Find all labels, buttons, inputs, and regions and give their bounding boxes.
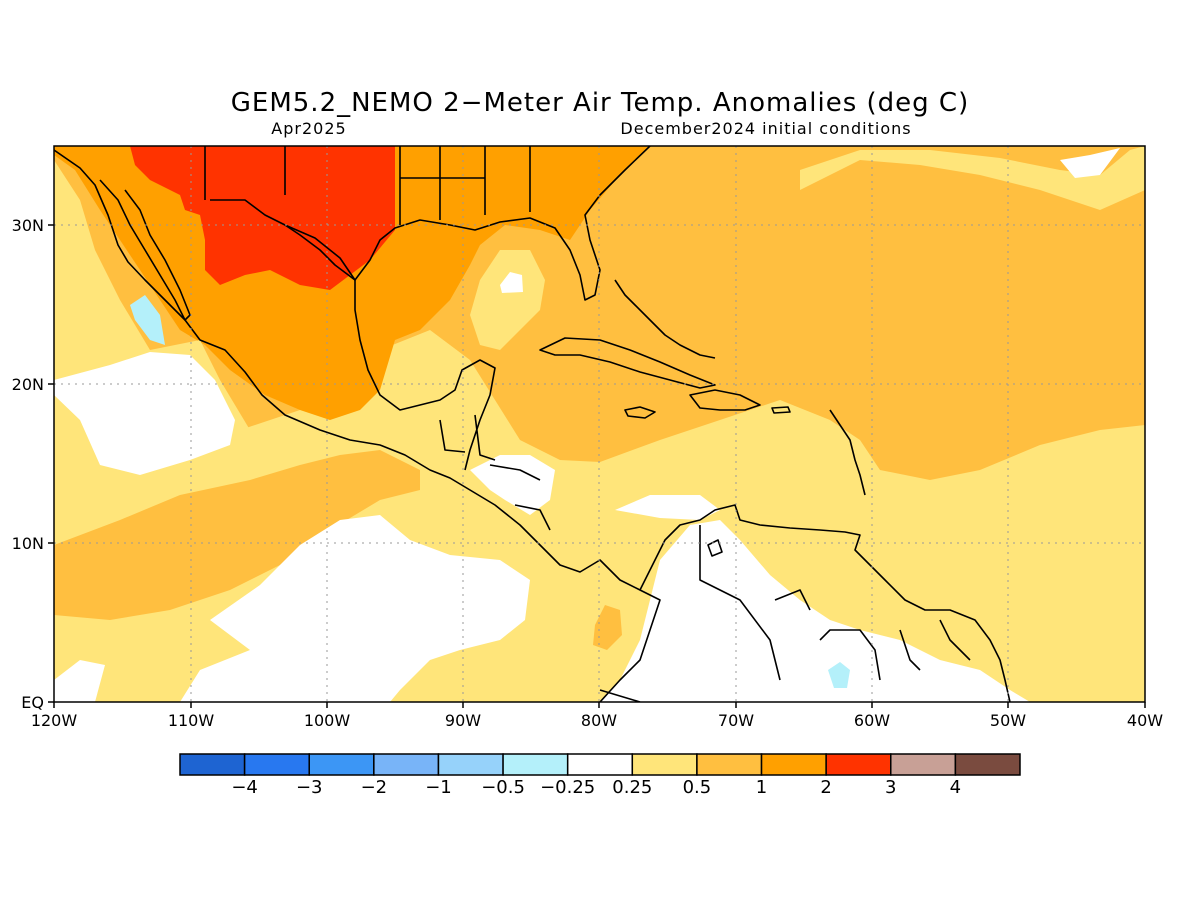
colorbar-swatch-5: [502, 753, 569, 776]
colorbar-label-10: 3: [885, 777, 896, 798]
anomaly-band-near-zero-northeast-corner: [1060, 148, 1120, 178]
colorbar: −4 −3 −2 −1 −0.5 −0.25 0.25 0.5 1 2 3 4: [179, 753, 1021, 798]
lat-label-20n: 20N: [12, 375, 44, 394]
lon-label-70w: 70W: [718, 711, 754, 730]
colorbar-label-4: −0.5: [481, 777, 525, 798]
lon-label-40w: 40W: [1127, 711, 1163, 730]
colorbar-swatch-1: [243, 753, 310, 776]
subtitle-initial-conditions: December2024 initial conditions: [620, 119, 911, 138]
coastline-bahamas: [614, 279, 716, 359]
colorbar-swatch-4: [437, 753, 504, 776]
colorbar-label-9: 2: [820, 777, 831, 798]
coastline-mexico-gulf-west: [354, 280, 496, 471]
anomaly-band-near-zero-pacific-west: [54, 352, 235, 475]
coastline-pacific-mexico: [54, 149, 661, 702]
anomaly-band-near-zero-south-america: [600, 520, 1030, 702]
lat-label-eq: EQ: [21, 693, 44, 712]
coastline-gulf-of-mexico: [284, 146, 651, 301]
coastline-south-america-north: [639, 504, 1011, 702]
anomaly-band-0.5-1-east-pacific: [54, 450, 420, 620]
coastline-cuba: [539, 337, 716, 389]
coastline-hispaniola: [689, 389, 761, 411]
coastline-jamaica: [624, 406, 656, 419]
colorbar-label-2: −2: [361, 777, 388, 798]
coastline-puerto-rico: [771, 406, 791, 414]
coastlines: [54, 146, 1011, 702]
colorbar-swatch-12: [954, 753, 1021, 776]
anomaly-band-neg-baja-spot: [130, 295, 165, 345]
lon-label-110w: 110W: [168, 711, 215, 730]
map-title: GEM5.2_NEMO 2−Meter Air Temp. Anomalies …: [231, 88, 969, 118]
lon-label-60w: 60W: [854, 711, 890, 730]
anomaly-band-near-zero-equator-west: [54, 660, 105, 702]
colorbar-swatch-6: [566, 753, 634, 776]
colorbar-label-11: 4: [950, 777, 961, 798]
colorbar-swatch-8: [696, 753, 763, 776]
lon-label-80w: 80W: [581, 711, 617, 730]
colorbar-label-1: −3: [296, 777, 323, 798]
coastline-lake-maracaibo: [707, 539, 723, 557]
anomaly-band-0.25-0.5-gulf-tongue: [470, 250, 545, 350]
axis-ticks: [48, 224, 1146, 708]
subtitle-month: Apr2025: [271, 119, 346, 138]
anomaly-band-near-zero-gulf-spot: [500, 272, 523, 293]
lon-label-90w: 90W: [445, 711, 481, 730]
colorbar-swatch-0: [179, 753, 246, 776]
colorbar-label-5: −0.25: [540, 777, 595, 798]
map-area: [54, 146, 1145, 702]
lon-tick-labels: 120W 110W 100W 90W 80W 70W 60W 50W 40W: [31, 711, 1163, 730]
lon-label-100w: 100W: [304, 711, 351, 730]
colorbar-label-0: −4: [231, 777, 258, 798]
lat-label-30n: 30N: [12, 216, 44, 235]
coastline-baja-peninsula: [99, 179, 191, 321]
lon-label-120w: 120W: [31, 711, 78, 730]
lat-label-10n: 10N: [12, 534, 44, 553]
anomaly-band-near-zero-central-america: [470, 455, 555, 515]
border-us-states: [204, 146, 531, 225]
colorbar-swatch-11: [890, 753, 957, 776]
lat-tick-labels: EQ 10N 20N 30N: [12, 216, 44, 712]
colorbar-swatch-7: [631, 753, 698, 776]
colorbar-label-7: 0.5: [683, 777, 712, 798]
grid-lines: [54, 146, 1145, 702]
colorbar-swatch-2: [308, 753, 375, 776]
anomaly-band-0.25-0.5-atlantic: [800, 146, 1145, 210]
border-south-america: [599, 525, 971, 702]
colorbar-label-6: 0.25: [612, 777, 652, 798]
colorbar-swatch-9: [760, 753, 827, 776]
colorbar-swatch-10: [825, 753, 892, 776]
colorbar-swatch-3: [373, 753, 440, 776]
coastline-lesser-antilles: [829, 409, 866, 496]
colorbar-label-8: 1: [756, 777, 767, 798]
anomaly-band-0.5-1-colombia-spot: [593, 605, 622, 650]
border-central-america: [439, 414, 551, 531]
anomaly-band-neg-amazon-spot: [828, 662, 850, 688]
lon-label-50w: 50W: [990, 711, 1026, 730]
anomaly-band-near-zero-caribbean-coast: [615, 495, 720, 520]
anomaly-band-2-3-southwest-us: [130, 146, 395, 290]
anomaly-band-near-zero-pacific-south: [180, 515, 530, 702]
colorbar-label-3: −1: [425, 777, 452, 798]
border-us-mexico: [210, 199, 356, 281]
